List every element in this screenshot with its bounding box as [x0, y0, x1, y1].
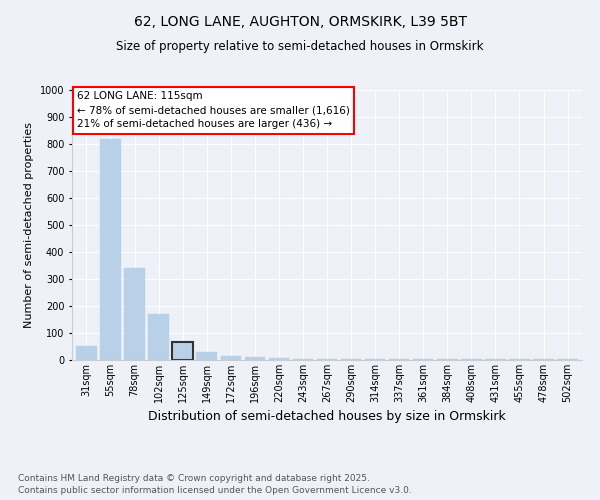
X-axis label: Distribution of semi-detached houses by size in Ormskirk: Distribution of semi-detached houses by …	[148, 410, 506, 424]
Bar	[341, 358, 361, 360]
Text: Size of property relative to semi-detached houses in Ormskirk: Size of property relative to semi-detach…	[116, 40, 484, 53]
Bar	[124, 268, 145, 360]
Text: 62 LONG LANE: 115sqm
← 78% of semi-detached houses are smaller (1,616)
21% of se: 62 LONG LANE: 115sqm ← 78% of semi-detac…	[77, 92, 350, 130]
Text: 62, LONG LANE, AUGHTON, ORMSKIRK, L39 5BT: 62, LONG LANE, AUGHTON, ORMSKIRK, L39 5B…	[133, 15, 467, 29]
Bar	[148, 314, 169, 360]
Text: Contains HM Land Registry data © Crown copyright and database right 2025.
Contai: Contains HM Land Registry data © Crown c…	[18, 474, 412, 495]
Bar	[317, 358, 337, 360]
Bar	[172, 342, 193, 360]
Bar	[221, 356, 241, 360]
Bar	[76, 346, 97, 360]
Bar	[293, 358, 313, 360]
Bar	[269, 358, 289, 360]
Bar	[100, 138, 121, 360]
Bar	[196, 352, 217, 360]
Bar	[245, 358, 265, 360]
Y-axis label: Number of semi-detached properties: Number of semi-detached properties	[25, 122, 34, 328]
